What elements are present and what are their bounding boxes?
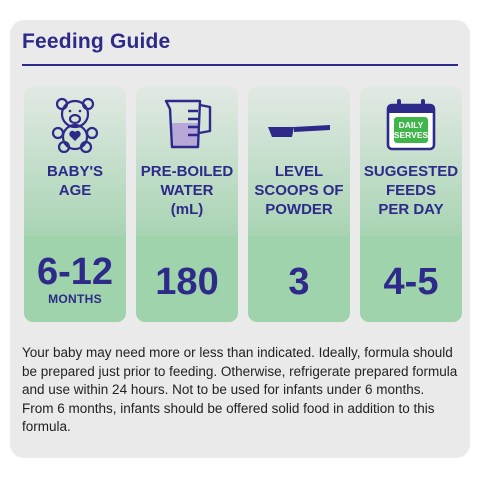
calendar-icon: DAILY SERVES bbox=[360, 94, 462, 154]
column-heading: BABY'S AGE bbox=[46, 163, 104, 199]
column-value-bg bbox=[24, 236, 126, 322]
title-divider bbox=[22, 64, 458, 66]
page-title: Feeding Guide bbox=[22, 30, 171, 53]
column-header-bg bbox=[24, 86, 126, 236]
column-value-bg bbox=[248, 236, 350, 322]
scoop-icon bbox=[248, 94, 350, 154]
column-heading: PRE-BOILED WATER (mL) bbox=[140, 163, 234, 218]
column-value-bg bbox=[136, 236, 238, 322]
column-babys-age: BABY'S AGE 6-12 MONTHS bbox=[24, 86, 126, 322]
column-header-bg bbox=[136, 86, 238, 236]
water-value: 180 bbox=[155, 261, 219, 303]
scoops-value: 3 bbox=[288, 261, 310, 303]
column-scoops: LEVEL SCOOPS OF POWDER 3 bbox=[248, 86, 350, 322]
feeding-note: Your baby may need more or less than ind… bbox=[22, 345, 458, 434]
column-heading: SUGGESTED FEEDS PER DAY bbox=[363, 163, 459, 218]
column-feeds: DAILY SERVES SUGGESTED FEEDS PER DAY 4-5 bbox=[360, 86, 462, 322]
age-unit: MONTHS bbox=[48, 292, 102, 306]
calendar-daily-label: DAILY bbox=[399, 120, 424, 130]
calendar-serves-label: SERVES bbox=[394, 130, 429, 140]
feeds-value: 4-5 bbox=[383, 261, 439, 303]
age-value: 6-12 bbox=[36, 251, 114, 293]
column-header-bg bbox=[248, 86, 350, 236]
column-heading: LEVEL SCOOPS OF POWDER bbox=[254, 163, 344, 218]
column-water: PRE-BOILED WATER (mL) 180 bbox=[136, 86, 238, 322]
measuring-jug-icon bbox=[136, 94, 238, 154]
teddy-bear-icon bbox=[24, 94, 126, 154]
column-value-bg bbox=[360, 236, 462, 322]
